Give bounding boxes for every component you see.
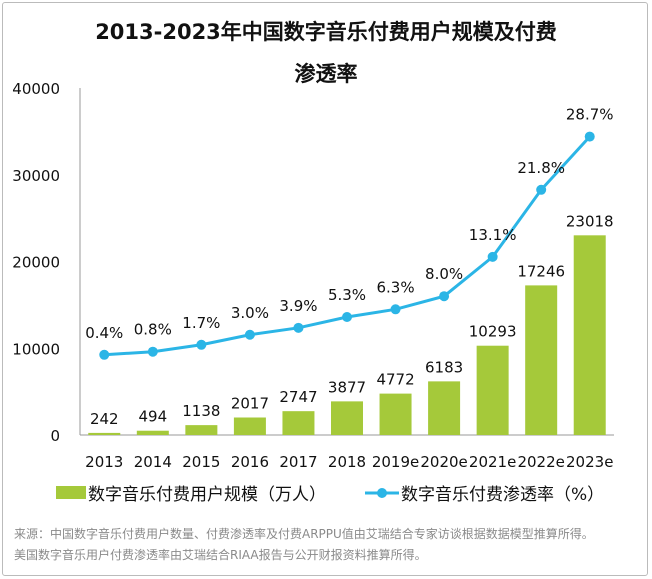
x-tick-label: 2020e: [420, 453, 467, 471]
bar-data-label: 6183: [425, 358, 463, 376]
y-tick-label: 10000: [12, 340, 60, 358]
bar-data-label: 2017: [231, 395, 269, 413]
y-tick-label: 0: [50, 427, 60, 445]
bar-data-label: 242: [90, 410, 119, 428]
bar-data-label: 2747: [279, 388, 317, 406]
chart-title-line2: 渗透率: [294, 62, 358, 86]
line-data-label: 13.1%: [469, 226, 517, 244]
bar: [573, 235, 606, 435]
line-data-label: 1.7%: [182, 314, 220, 332]
line-point: [342, 312, 352, 323]
x-tick-label: 2021e: [469, 453, 516, 471]
x-tick-label: 2013: [85, 453, 123, 471]
line-point: [147, 346, 158, 357]
line-point: [487, 251, 498, 262]
bar-data-label: 23018: [566, 212, 614, 230]
bar: [233, 417, 266, 435]
legend-bar-swatch: [56, 486, 86, 499]
bar: [136, 430, 169, 435]
line-data-label: 5.3%: [328, 286, 366, 304]
line-data-label: 6.3%: [376, 278, 414, 296]
line-point: [439, 291, 450, 302]
line-data-label: 0.4%: [85, 324, 123, 342]
line-point: [584, 131, 595, 142]
line-point: [244, 329, 255, 340]
bar: [282, 411, 315, 435]
legend-line-label: 数字音乐付费渗透率（%）: [401, 485, 605, 505]
line-data-label: 8.0%: [425, 265, 463, 283]
x-tick-label: 2023e: [566, 453, 613, 471]
x-tick-label: 2017: [279, 453, 317, 471]
line-point: [536, 184, 547, 195]
legend-bar-label: 数字音乐付费用户规模（万人）: [88, 485, 326, 505]
line-point: [293, 322, 304, 333]
bar: [331, 401, 363, 435]
x-tick-label: 2019e: [372, 453, 419, 471]
bar: [476, 345, 509, 435]
line-data-label: 3.0%: [231, 304, 269, 322]
y-tick-label: 40000: [12, 80, 60, 98]
x-tick-label: 2022e: [517, 453, 564, 471]
legend-line-swatch: [365, 487, 399, 498]
bar: [525, 285, 558, 435]
line-data-label: 28.7%: [566, 106, 614, 124]
x-tick-label: 2018: [328, 453, 366, 471]
bar-data-label: 4772: [376, 371, 414, 389]
line-data-label: 21.8%: [517, 159, 565, 177]
bar-data-label: 3877: [328, 378, 366, 396]
bar-data-label: 1138: [182, 402, 220, 420]
bar-data-label: 17246: [517, 262, 565, 280]
footer-source-line2: 美国数字音乐用户付费渗透率由艾瑞结合RIAA报告与公开财报资料推算所得。: [14, 548, 427, 562]
bar: [428, 381, 461, 435]
chart-title-line1: 2013-2023年中国数字音乐付费用户规模及付费: [95, 20, 557, 44]
bar: [88, 432, 121, 435]
bar: [185, 425, 218, 435]
bar-data-label: 494: [138, 408, 167, 426]
footer-source-line1: 来源：中国数字音乐付费用户数量、付费渗透率及付费ARPPU值由艾瑞结合专家访谈根…: [14, 527, 594, 541]
line-point: [390, 304, 401, 315]
bar-data-label: 10293: [469, 323, 517, 341]
y-tick-label: 20000: [12, 254, 60, 272]
x-tick-label: 2016: [231, 453, 269, 471]
legend-item-bars: 数字音乐付费用户规模（万人）: [56, 480, 326, 505]
line-point: [196, 339, 207, 350]
line-point: [99, 349, 110, 360]
line-data-label: 0.8%: [134, 321, 172, 339]
y-tick-label: 30000: [12, 167, 60, 185]
x-tick-label: 2015: [182, 453, 220, 471]
line-data-label: 3.9%: [279, 297, 317, 315]
bar: [379, 393, 412, 435]
x-tick-label: 2014: [134, 453, 172, 471]
legend-item-line: 数字音乐付费渗透率（%）: [365, 480, 604, 505]
